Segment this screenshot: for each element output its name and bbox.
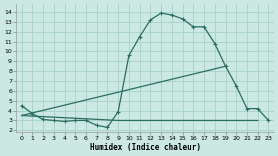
X-axis label: Humidex (Indice chaleur): Humidex (Indice chaleur) (90, 143, 200, 152)
